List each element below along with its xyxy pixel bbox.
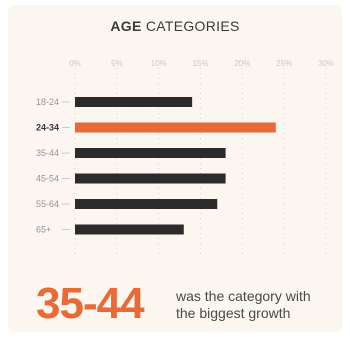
bar: [75, 199, 218, 209]
x-tick-label: 15%: [192, 59, 208, 68]
callout-text-line-2: the biggest growth: [176, 305, 291, 321]
bar: [75, 173, 226, 184]
category-label: 18-24: [36, 97, 59, 107]
chart-card: [8, 5, 342, 332]
bar: [75, 122, 276, 133]
callout-text-line-1: was the category with: [176, 288, 311, 304]
callout-number: 35-44: [36, 279, 145, 328]
bar: [75, 224, 184, 235]
category-label: 65+: [36, 225, 51, 235]
x-tick-label: 30%: [318, 59, 334, 68]
x-tick-label: 5%: [111, 59, 123, 68]
chart-title-bold: AGE: [110, 18, 142, 34]
chart-title-rest: CATEGORIES: [145, 18, 240, 34]
category-label: 24-34: [36, 123, 59, 133]
category-label: 35-44: [36, 148, 59, 158]
callout-text: was the category with the biggest growth: [176, 288, 311, 322]
category-label: 45-54: [36, 174, 59, 184]
chart-title: AGE CATEGORIES: [0, 18, 350, 34]
x-tick-label: 20%: [234, 59, 250, 68]
x-tick-label: 10%: [151, 59, 167, 68]
bar: [75, 148, 226, 158]
x-tick-label: 0%: [69, 59, 81, 68]
bar: [75, 97, 193, 107]
x-tick-label: 25%: [276, 59, 292, 68]
category-label: 55-64: [36, 199, 59, 209]
